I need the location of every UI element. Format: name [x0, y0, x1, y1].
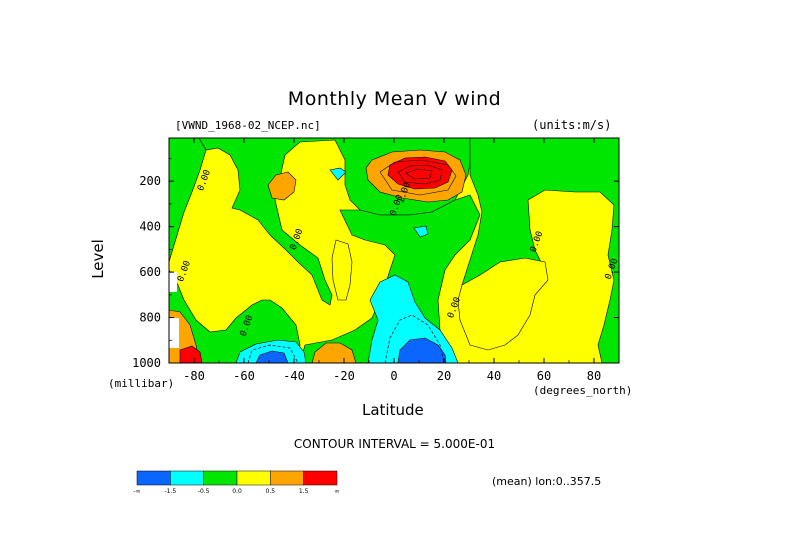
colorbar-label: -∞ — [133, 488, 140, 495]
x-tick-label: -20 — [333, 369, 355, 383]
axes: -80 -60 -40 -20 0 20 40 60 80 200 400 600 800 1000 — [132, 138, 620, 383]
y-tick-label: 600 — [139, 265, 161, 279]
region-cyan-surface-mid — [367, 274, 459, 363]
region-cyan-mid-small — [413, 225, 429, 238]
x-tick-label: 0 — [390, 369, 397, 383]
y-tick-label: 1000 — [132, 356, 161, 370]
colorbar-swatch — [236, 470, 271, 486]
colorbar-swatch — [270, 470, 304, 486]
colorbar-swatch — [170, 470, 204, 486]
units-label: (units:m/s) — [532, 118, 612, 132]
x-tick-label: -60 — [233, 369, 255, 383]
x-tick-label: -40 — [283, 369, 305, 383]
region-green-east — [461, 138, 619, 363]
region-cyan-upper-small — [329, 167, 347, 181]
dataset-label: [VWND_1968-02_NCEP.nc] — [175, 119, 321, 132]
region-yellow-mid-tongue — [331, 239, 353, 301]
contour-dashed-south — [247, 344, 299, 363]
missing-data-patch — [169, 272, 177, 292]
colorbar: -∞ -1.5 -0.5 0.0 0.5 1.5 ∞ — [133, 470, 340, 495]
y-tick-label: 200 — [139, 174, 161, 188]
chart-title: Monthly Mean V wind — [287, 88, 502, 110]
missing-data-patch-2 — [169, 318, 179, 348]
colorbar-label: 0.0 — [232, 488, 242, 495]
colorbar-label: 1.5 — [299, 488, 309, 495]
colorbar-swatch — [303, 470, 338, 486]
contour-jet-inner-2 — [397, 164, 443, 185]
x-axis-label: Latitude — [362, 401, 424, 419]
colorbar-swatch — [136, 470, 171, 486]
region-blue-surface-south — [255, 350, 289, 363]
colorbar-label: -0.5 — [198, 488, 210, 495]
x-tick-label: -80 — [183, 369, 205, 383]
x-axis-unit: (degrees_north) — [533, 384, 633, 397]
region-orange-south-surface — [311, 342, 357, 363]
contour-jet-inner-3 — [405, 168, 433, 180]
filled-contours — [169, 138, 619, 363]
y-axis-unit: (millibar) — [108, 377, 175, 390]
region-blue-surface-mid — [397, 337, 447, 363]
contour-interval-label: CONTOUR INTERVAL = 5.000E-01 — [293, 437, 496, 451]
x-tick-label: 40 — [487, 369, 501, 383]
colorbar-label: 0.5 — [266, 488, 276, 495]
contour-jet-inner-1 — [379, 159, 457, 196]
mean-lon-label: (mean) lon:0..357.5 — [492, 475, 602, 488]
region-orange-small-nw — [267, 171, 297, 201]
region-yellow-east-tongue — [457, 257, 549, 351]
colorbar-swatch — [203, 470, 238, 486]
x-tick-label: 20 — [437, 369, 451, 383]
colorbar-label: -1.5 — [164, 488, 176, 495]
colorbar-label: ∞ — [335, 488, 340, 495]
contour-dashed-mid — [384, 314, 445, 363]
x-tick-label: 80 — [587, 369, 601, 383]
region-red-pole — [179, 345, 203, 363]
x-tick-label: 60 — [537, 369, 551, 383]
y-tick-label: 800 — [139, 311, 161, 325]
y-tick-label: 400 — [139, 220, 161, 234]
